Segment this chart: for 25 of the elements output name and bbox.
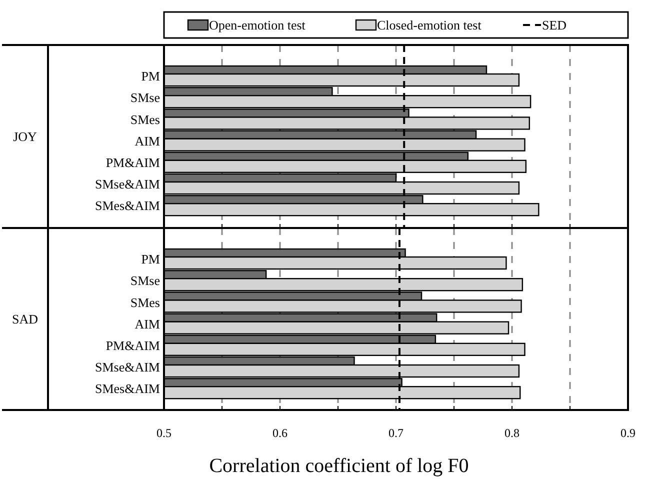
x-tick-label: 0.6 xyxy=(272,426,288,440)
y-tick-label: SMse xyxy=(130,273,160,288)
legend-label: Open-emotion test xyxy=(209,18,306,33)
y-axis-title: JOY xyxy=(13,129,38,144)
x-tick-label: 0.8 xyxy=(504,426,520,440)
y-tick-label: PM&AIM xyxy=(106,338,160,353)
y-tick-label: AIM xyxy=(134,316,160,332)
y-tick-label: SMse&AIM xyxy=(94,360,160,375)
y-tick-label: SMse&AIM xyxy=(94,176,160,192)
x-tick-label: 0.9 xyxy=(620,426,636,440)
y-axis-title: SAD xyxy=(12,312,38,327)
y-tick-label: SMes xyxy=(130,294,160,310)
legend-label: SED xyxy=(542,18,567,33)
y-tick-label: SMse xyxy=(130,90,160,106)
x-tick-label: 0.7 xyxy=(388,426,404,440)
x-axis-title: Correlation coefficient of log F0 xyxy=(209,455,469,477)
y-tick-label: SMes&AIM xyxy=(94,198,160,214)
y-tick-label: PM&AIM xyxy=(106,154,160,170)
y-tick-label: PM xyxy=(141,68,160,84)
y-tick-label: AIM xyxy=(134,133,160,148)
y-tick-label: SMes xyxy=(130,112,160,127)
legend-label: Closed-emotion test xyxy=(377,18,482,33)
y-tick-label: SMes&AIM xyxy=(94,381,160,396)
y-tick-label: PM xyxy=(141,252,160,267)
x-tick-label: 0.5 xyxy=(156,426,172,440)
